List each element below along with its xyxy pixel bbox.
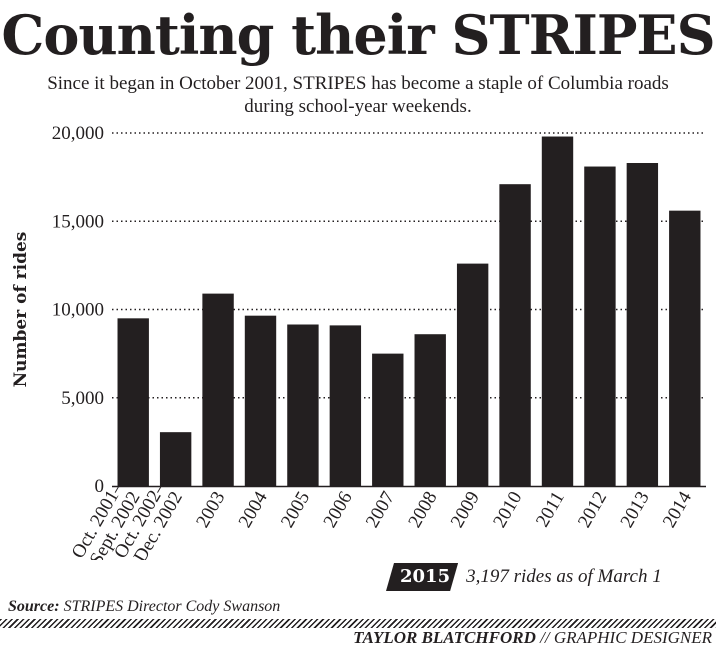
bar: [287, 324, 319, 486]
x-tick-label: 2008: [404, 488, 441, 531]
bar: [244, 315, 277, 486]
x-tick-label: 2011: [532, 488, 569, 531]
y-axis-title: Number of rides: [11, 232, 31, 388]
x-tick-label: 2010: [489, 488, 526, 531]
bars: [117, 136, 701, 486]
bar: [159, 432, 192, 486]
bar: [626, 163, 659, 486]
source-label: Source:: [8, 598, 60, 615]
annotation-2015: 2015 3,197 rides as of March 1: [386, 563, 662, 591]
source-text: STRIPES Director Cody Swanson: [63, 598, 281, 615]
bar: [117, 318, 149, 486]
gridlines: [112, 132, 706, 399]
x-tick-label: 2006: [320, 488, 357, 531]
bar: [202, 293, 234, 486]
x-tick-label: 2003: [192, 488, 229, 531]
bar: [456, 263, 489, 486]
y-tick-label: 15,000: [52, 211, 104, 232]
y-tick-label: 20,000: [52, 123, 104, 144]
y-tick-label: 5,000: [61, 388, 104, 409]
bar: [541, 136, 574, 486]
bar: [584, 166, 616, 486]
y-axis-ticks: 0 5,000 10,000 15,000 20,000: [52, 123, 104, 497]
bar: [329, 325, 362, 486]
x-tick-label: 2007: [362, 488, 399, 531]
bar-chart: 0 5,000 10,000 15,000 20,000 Oct. 2001–Sept.…: [11, 123, 706, 560]
bar: [414, 334, 446, 486]
bar: [499, 184, 531, 486]
annotation-text: 3,197 rides as of March 1: [466, 566, 662, 587]
x-tick-label: 2005: [277, 488, 314, 531]
x-tick-label: 2013: [617, 488, 654, 531]
y-tick-label: 10,000: [52, 300, 104, 321]
credit-line: TAYLOR BLATCHFORD // GRAPHIC DESIGNER: [353, 628, 712, 648]
source-line: Source: STRIPES Director Cody Swanson: [8, 598, 280, 616]
credit-name: TAYLOR BLATCHFORD: [353, 628, 536, 647]
x-tick-label: 2009: [447, 488, 484, 531]
x-tick-label: 2014: [659, 488, 696, 532]
x-tick-label: 2004: [235, 488, 272, 532]
credit-role: // GRAPHIC DESIGNER: [540, 628, 712, 647]
y-tick-label: 0: [95, 476, 105, 497]
chart-title: Counting their STRIPES: [1, 3, 715, 67]
footer-hatch-divider: [0, 619, 716, 628]
bar: [372, 353, 404, 486]
chart-subtitle: Since it began in October 2001, STRIPES …: [47, 73, 669, 117]
x-tick-label: 2012: [574, 488, 611, 531]
annotation-year-badge: 2015: [386, 563, 458, 591]
bar: [669, 210, 701, 486]
